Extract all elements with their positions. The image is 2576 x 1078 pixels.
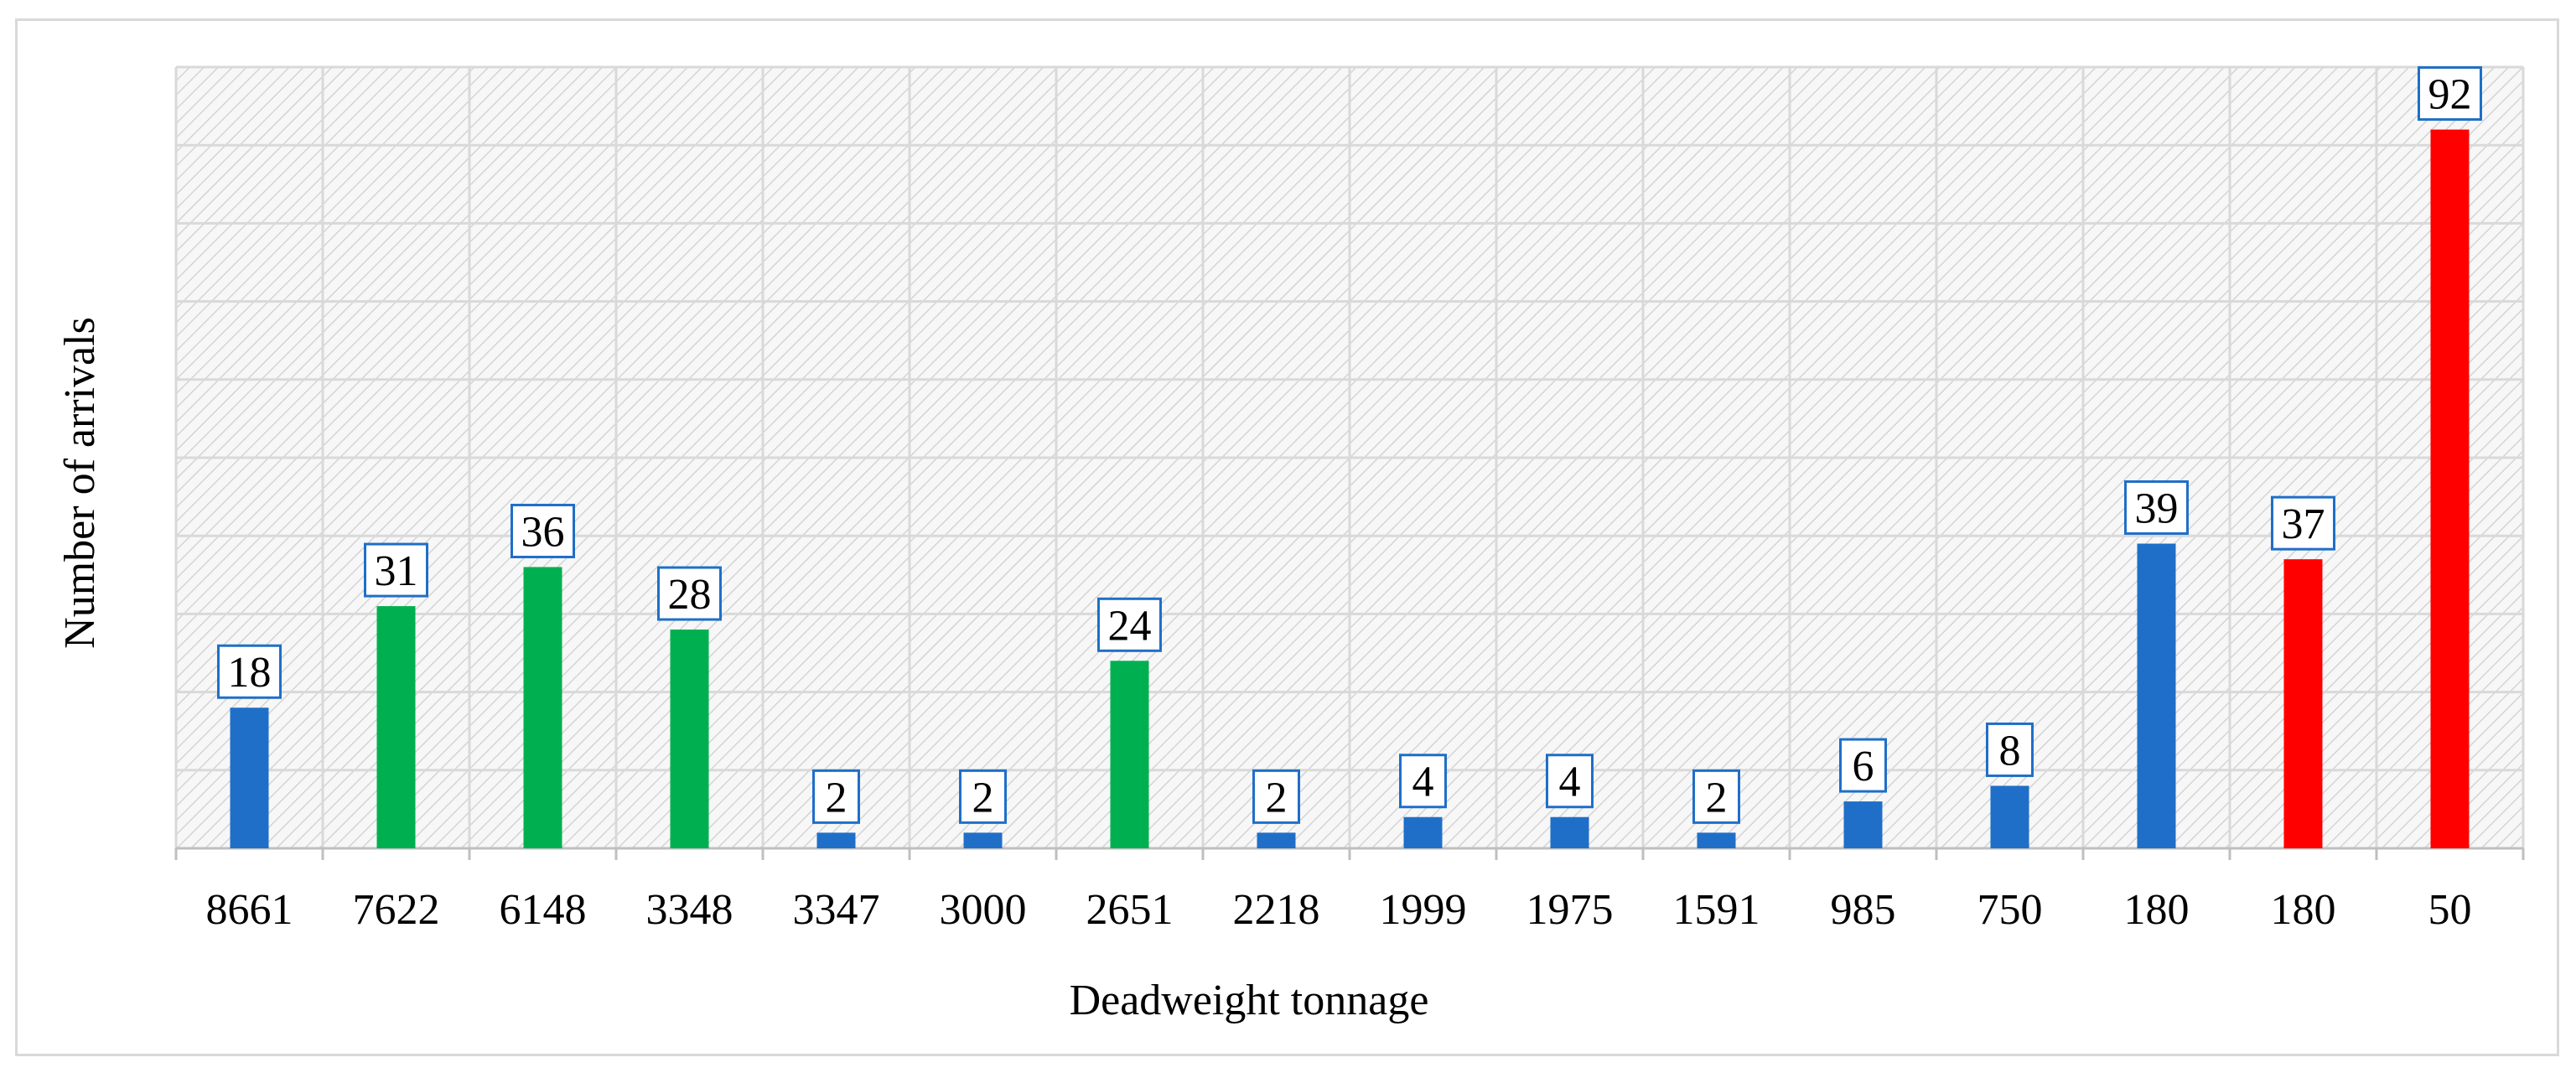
data-label-box [2271, 495, 2335, 551]
data-label-box [1546, 754, 1594, 809]
x-tick-label: 6148 [500, 886, 587, 934]
x-tick-label: 7622 [353, 886, 440, 934]
x-tick-label: 750 [1977, 886, 2043, 934]
bar [1403, 816, 1443, 848]
x-tick-label: 2218 [1233, 886, 1320, 934]
data-label-box [1252, 769, 1300, 824]
bar [816, 832, 856, 848]
x-tick-label: 1999 [1380, 886, 1467, 934]
gridlines [174, 65, 2525, 860]
data-label: 92 [2418, 66, 2482, 122]
data-label: 4 [1546, 754, 1594, 809]
bar [1257, 832, 1296, 848]
data-label-box [2124, 480, 2189, 536]
x-tick-label: 180 [2271, 886, 2336, 934]
x-tick-label: 1591 [1673, 886, 1760, 934]
data-label-text: 2 [972, 774, 994, 821]
x-tick-label: 3347 [793, 886, 880, 934]
bar [1990, 785, 2029, 848]
x-tick-label: 180 [2124, 886, 2190, 934]
x-tick-label: 985 [1831, 886, 1896, 934]
x-tick-label: 1975 [1526, 886, 1614, 934]
data-label: 2 [1692, 769, 1740, 824]
x-tick-label: 3348 [646, 886, 733, 934]
data-label-box [2418, 66, 2482, 122]
data-label-box [1839, 738, 1887, 793]
data-label-text: 31 [375, 547, 418, 595]
data-label-box [1097, 597, 1162, 652]
data-label-text: 36 [521, 508, 565, 556]
data-label-text: 2 [1266, 774, 1288, 821]
data-label-box [657, 566, 722, 621]
bar [1843, 801, 1883, 848]
data-label-text: 28 [668, 571, 712, 619]
data-label-box [812, 769, 860, 824]
bar [1697, 832, 1736, 848]
bar [523, 567, 562, 848]
x-tick-labels: 8661 7622 6148 3348 3347 3000 2651 2218 1999 1975… [206, 886, 2472, 934]
data-label: 6 [1839, 738, 1887, 793]
y-axis-title: Number of arrivals [56, 317, 104, 649]
bar [376, 606, 416, 848]
data-label-text: 92 [2428, 71, 2472, 119]
data-label-text: 2 [826, 774, 847, 821]
data-label-text: 8 [1999, 727, 2021, 775]
data-label-text: 4 [1559, 759, 1581, 806]
bar [670, 630, 709, 848]
bar [1110, 661, 1149, 848]
data-label-text: 24 [1108, 602, 1152, 650]
data-label: 24 [1097, 597, 1162, 652]
data-label-box [217, 644, 282, 699]
data-label-box [1399, 754, 1447, 809]
data-label: 36 [511, 503, 575, 558]
data-label-text: 2 [1706, 774, 1728, 821]
data-label: 4 [1399, 754, 1447, 809]
data-label-text: 18 [228, 649, 272, 697]
bar [963, 832, 1003, 848]
data-label-box [1986, 722, 2034, 777]
data-label: 31 [364, 542, 428, 598]
data-label: 2 [1252, 769, 1300, 824]
data-label: 8 [1986, 722, 2034, 777]
data-label: 18 [217, 644, 282, 699]
data-label-text: 39 [2135, 485, 2179, 533]
data-label-box [511, 503, 575, 558]
bar [230, 707, 269, 848]
x-tick-label: 50 [2428, 886, 2472, 934]
data-label: 28 [657, 566, 722, 621]
data-label-box [1692, 769, 1740, 824]
x-axis-title: Deadweight tonnage [1070, 977, 1429, 1024]
bar [1550, 816, 1589, 848]
x-tick-label: 8661 [206, 886, 293, 934]
bar [2430, 129, 2470, 848]
bar [2283, 559, 2323, 848]
bars [230, 129, 2470, 848]
data-label-text: 4 [1412, 759, 1434, 806]
data-label-text: 6 [1853, 743, 1874, 790]
data-label: 39 [2124, 480, 2189, 536]
x-tick-label: 2651 [1086, 886, 1174, 934]
data-label-text: 37 [2282, 500, 2325, 548]
data-label: 37 [2271, 495, 2335, 551]
data-label-box [959, 769, 1007, 824]
data-label: 2 [959, 769, 1007, 824]
x-tick-label: 3000 [940, 886, 1027, 934]
bar [2137, 543, 2176, 848]
data-label: 2 [812, 769, 860, 824]
data-label-box [364, 542, 428, 598]
